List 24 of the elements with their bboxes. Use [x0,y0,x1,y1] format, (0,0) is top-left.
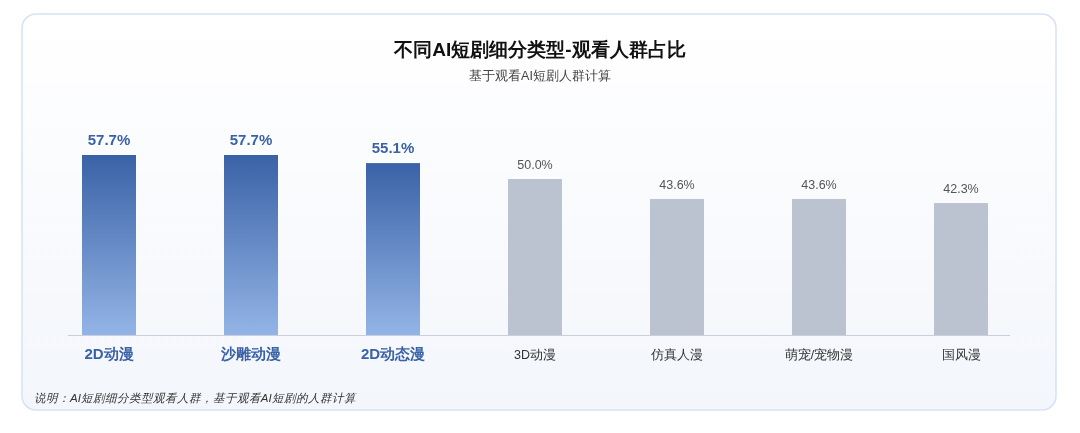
x-tick-label: 沙雕动漫 [220,345,281,362]
data-label: 57.7% [87,131,131,148]
x-tick-label: 2D动态漫 [360,345,426,362]
x-tick-label: 仿真人漫 [650,348,703,362]
x-tick-label: 国风漫 [941,348,981,362]
bar [508,179,562,335]
data-label: 43.6% [659,177,695,192]
data-label: 57.7% [229,131,273,148]
bar [224,155,278,335]
data-label: 42.3% [943,182,979,197]
chart-subtitle: 基于观看AI短剧人群计算 [469,69,611,83]
x-tick-label: 2D动漫 [84,345,134,362]
bar [650,198,704,335]
bar [82,155,136,335]
x-tick-label: 3D动漫 [514,348,556,362]
bar [366,163,420,335]
data-label: 50.0% [517,158,553,173]
data-label: 55.1% [371,139,415,157]
bar [934,203,988,335]
x-tick-label: 萌宠/宠物漫 [784,348,854,362]
data-label: 43.6% [801,177,837,192]
bar [792,198,846,335]
chart-title: 不同AI短剧细分类型-观看人群占比 [393,39,686,60]
text: 说明：AI短剧细分类型观看人群，基于观看AI短剧的人群计算 [34,392,358,404]
